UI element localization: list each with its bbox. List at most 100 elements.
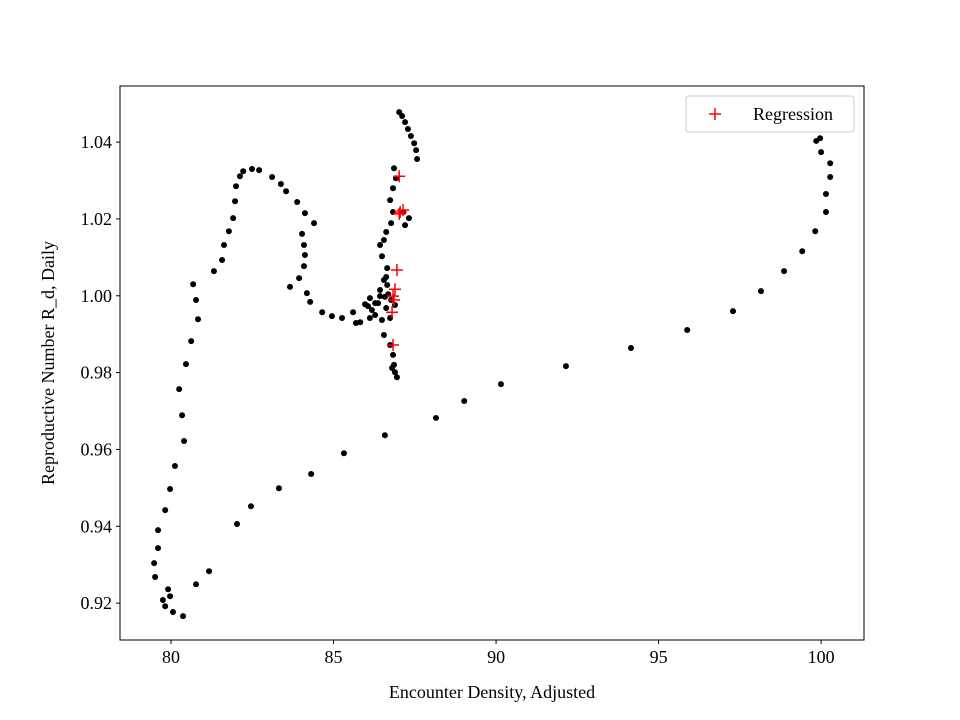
plus-marker xyxy=(386,306,399,319)
dot xyxy=(165,586,172,593)
y-tick-label: 0.96 xyxy=(81,439,113,459)
dot xyxy=(230,215,237,222)
dot xyxy=(377,287,384,294)
dot xyxy=(176,386,183,393)
dot xyxy=(365,303,371,310)
dot xyxy=(380,331,387,338)
dot xyxy=(294,199,301,206)
dot xyxy=(195,316,202,323)
dot xyxy=(296,275,303,282)
dot xyxy=(162,507,169,514)
y-tick-label: 1.02 xyxy=(81,209,113,229)
dot xyxy=(303,290,310,297)
dot xyxy=(167,486,174,493)
dot xyxy=(818,149,825,156)
legend-box xyxy=(685,95,855,133)
x-axis-label: Encounter Density, Adjusted xyxy=(389,682,595,702)
x-tick-label: 95 xyxy=(650,647,668,667)
dot xyxy=(411,140,418,147)
dot xyxy=(286,283,293,290)
dot xyxy=(236,173,243,180)
plus-marker xyxy=(387,338,400,351)
plus-marker xyxy=(394,206,407,219)
dot xyxy=(247,503,254,510)
dot xyxy=(380,237,387,244)
dot xyxy=(413,147,420,154)
dot xyxy=(822,209,829,216)
dot xyxy=(812,228,819,235)
dot xyxy=(151,560,158,567)
x-tick-label: 80 xyxy=(162,647,180,667)
dot xyxy=(383,305,390,312)
dot xyxy=(827,160,834,167)
plot-frame xyxy=(119,85,865,641)
y-tick-label: 1.00 xyxy=(81,286,113,306)
y-axis-label: Reproductive Number R_d, Daily xyxy=(38,241,58,485)
dot xyxy=(155,527,162,534)
dot xyxy=(338,315,345,322)
legend-label: Regression xyxy=(753,104,833,124)
dot xyxy=(404,126,411,133)
plus-marker xyxy=(709,108,721,120)
plus-marker xyxy=(390,264,403,277)
x-tick-label: 85 xyxy=(325,647,343,667)
dot xyxy=(562,363,569,370)
dot xyxy=(162,603,169,610)
dot xyxy=(171,462,178,469)
dot xyxy=(817,135,824,142)
dot xyxy=(378,316,385,323)
dot xyxy=(352,320,359,327)
dot xyxy=(182,361,189,368)
dot xyxy=(375,300,382,307)
dot xyxy=(368,306,375,313)
dot xyxy=(301,210,308,217)
dot xyxy=(827,174,834,181)
dot xyxy=(299,230,306,237)
dot xyxy=(388,220,395,227)
dot xyxy=(301,252,308,259)
dot xyxy=(167,593,174,600)
dot xyxy=(283,188,290,195)
plus-marker xyxy=(388,293,401,306)
dot xyxy=(387,197,394,204)
dot xyxy=(390,185,397,192)
dot xyxy=(275,485,282,492)
dot xyxy=(340,450,347,457)
dot xyxy=(206,568,213,575)
dot xyxy=(383,228,390,235)
y-tick-label: 0.92 xyxy=(81,593,113,613)
dot xyxy=(377,242,384,249)
plus-marker xyxy=(393,170,406,183)
dot xyxy=(300,263,307,270)
dot xyxy=(169,608,176,615)
dot xyxy=(256,167,263,174)
dot xyxy=(389,364,396,371)
dot xyxy=(366,315,373,322)
plus-marker xyxy=(388,283,401,296)
plus-marker xyxy=(393,207,406,220)
dot xyxy=(461,398,468,405)
dot xyxy=(381,432,388,439)
dot xyxy=(234,520,241,527)
dot xyxy=(391,369,398,376)
dot xyxy=(181,437,188,444)
dot xyxy=(240,168,247,175)
dot xyxy=(781,268,788,275)
dot xyxy=(391,165,398,172)
dot xyxy=(432,414,439,421)
dot xyxy=(822,190,829,197)
dot xyxy=(269,174,276,181)
dot xyxy=(180,613,187,620)
x-tick-label: 90 xyxy=(487,647,505,667)
dot xyxy=(219,257,226,264)
dot xyxy=(391,301,398,308)
dot xyxy=(384,282,391,289)
dot xyxy=(393,374,400,381)
dot xyxy=(188,338,195,345)
dot xyxy=(684,326,691,333)
dot xyxy=(300,242,307,249)
dot xyxy=(377,293,384,300)
dot xyxy=(179,412,186,419)
dot xyxy=(233,183,240,190)
dot xyxy=(277,180,284,187)
